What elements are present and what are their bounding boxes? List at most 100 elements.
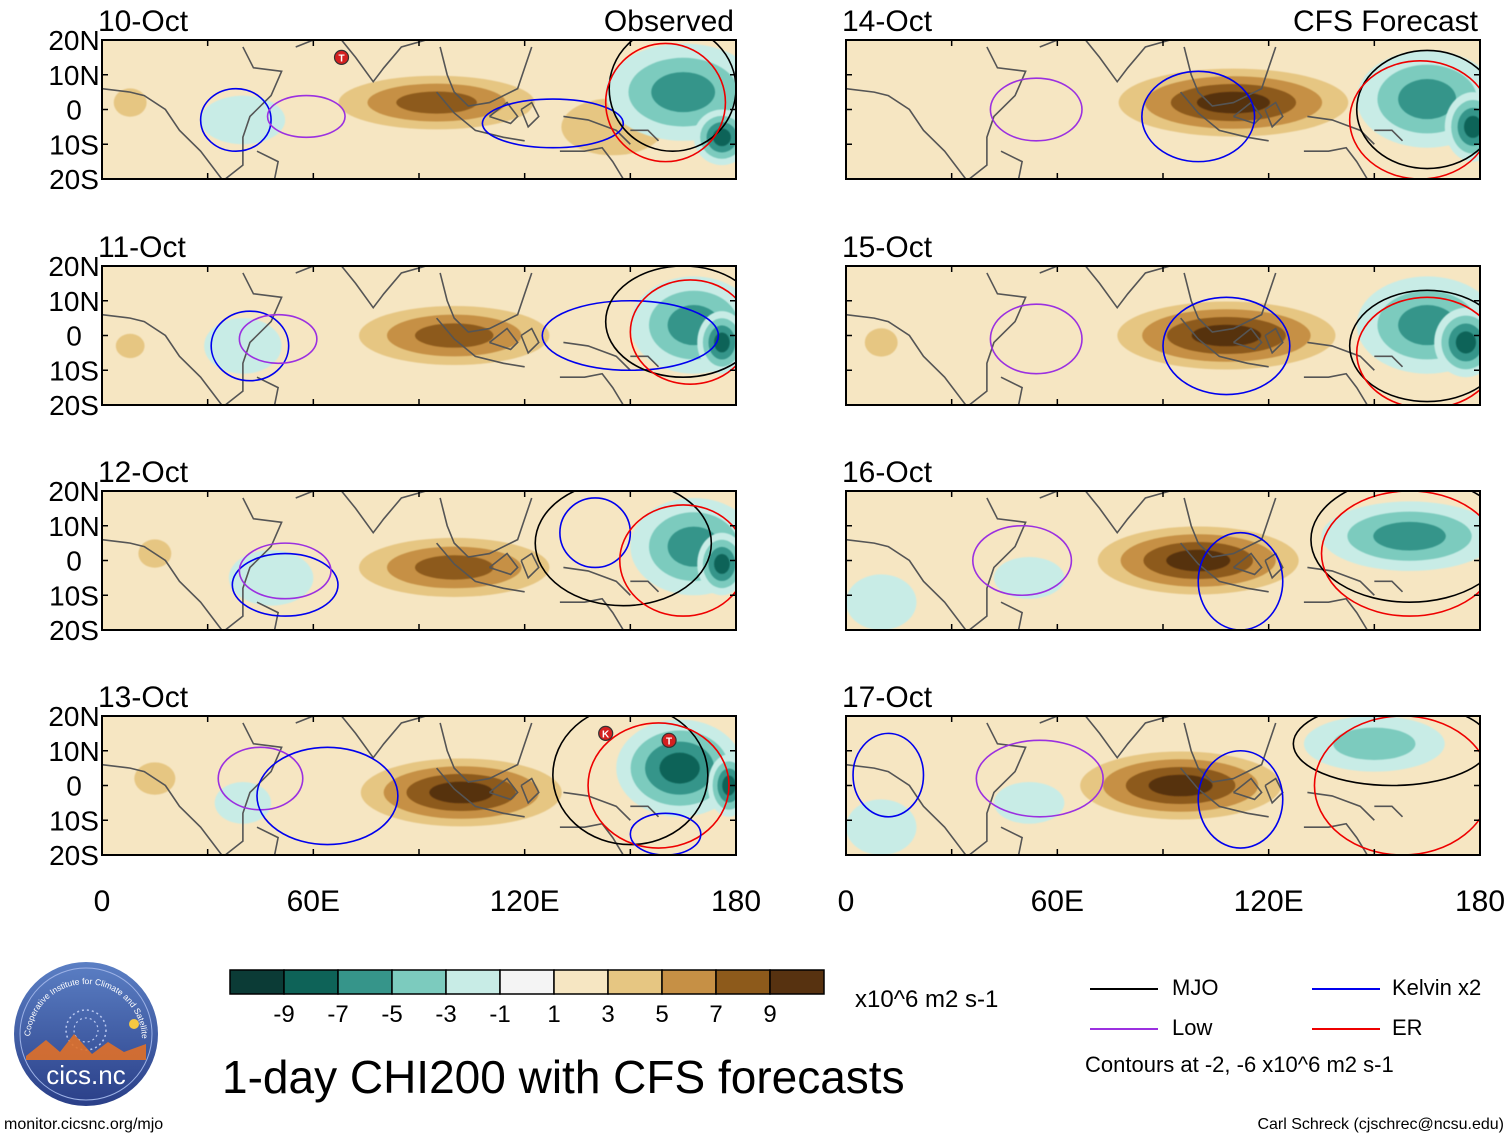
coastline [295, 716, 427, 760]
x-tick-label: 0 [94, 885, 111, 918]
y-tick-label: 20N [48, 476, 99, 507]
anomaly-band [659, 752, 700, 784]
coastline [1307, 566, 1375, 596]
y-tick-label: 10N [48, 286, 99, 317]
y-tick-label: 10S [49, 129, 99, 160]
coastline [563, 341, 631, 371]
anomaly-band [993, 557, 1065, 599]
panel-date-label: 10-Oct [98, 5, 189, 38]
colorbar-tick-label: -7 [327, 1001, 348, 1028]
storm-label: T [666, 736, 672, 747]
anomaly-band [1166, 549, 1231, 572]
coastline [102, 87, 223, 179]
colorbar-swatch [553, 969, 609, 995]
anomaly-band [204, 318, 282, 374]
coastline [968, 46, 1027, 179]
coastline [1039, 40, 1171, 84]
anomaly-band [414, 555, 494, 580]
observed-column-label: Observed [604, 5, 734, 38]
anomaly-band [200, 95, 286, 145]
anomaly-band [714, 554, 730, 574]
map-panel-16-Oct: 16-Oct [842, 456, 1481, 631]
chi200-field [102, 266, 736, 405]
x-tick-label: 120E [490, 885, 560, 918]
colorbar-tick-label: -9 [273, 1001, 294, 1028]
y-tick-label: 10N [48, 511, 99, 542]
colorbar-swatch [337, 969, 393, 995]
contour-er [1348, 60, 1480, 179]
coastline [439, 497, 533, 558]
contour-kelvin [231, 552, 339, 617]
contour-low [266, 94, 346, 139]
chi200-field [846, 716, 1480, 855]
y-tick-label: 10S [49, 805, 99, 836]
coastline [1303, 146, 1368, 179]
coastline [563, 115, 631, 145]
website-link[interactable]: monitor.cicsnc.org/mjo [4, 1116, 164, 1133]
coastline [1000, 601, 1024, 630]
colorbar-swatch [391, 969, 447, 995]
legend-label-er: ER [1392, 1015, 1423, 1040]
contour-kelvin [1162, 296, 1291, 396]
coastline [435, 542, 525, 593]
coastline [1039, 266, 1171, 310]
coastlines [102, 40, 660, 179]
contour-low [989, 303, 1083, 375]
y-tick-label: 10N [48, 60, 99, 91]
contour-kelvin [481, 98, 625, 149]
coastline [439, 722, 533, 783]
anomaly-band [1373, 521, 1446, 551]
logo-text: cics.nc [46, 1060, 125, 1090]
coastline [1264, 552, 1284, 580]
panel-date-label: 14-Oct [842, 5, 933, 38]
coastline [102, 763, 223, 855]
anomaly-band [864, 328, 898, 357]
coastline [295, 491, 427, 535]
contour-low [989, 77, 1083, 142]
storm-symbol-icon [661, 732, 677, 748]
coastline [1179, 542, 1269, 593]
colorbar-units: x10^6 m2 s-1 [855, 986, 999, 1013]
coastline [1307, 341, 1375, 371]
panel-date-label: 15-Oct [842, 231, 933, 264]
coastline [488, 552, 519, 576]
storm-marker: T [661, 732, 677, 748]
y-tick-label: 20N [48, 701, 99, 732]
coastline [256, 376, 280, 405]
coastline [102, 313, 223, 405]
anomaly-band [993, 782, 1065, 824]
colorbar-swatch [445, 969, 501, 995]
contour-kelvin [256, 746, 399, 846]
contour-kelvin [1141, 70, 1256, 163]
colorbar-tick-label: 5 [655, 1001, 668, 1028]
coastline [1303, 372, 1368, 405]
coastline [224, 46, 283, 179]
x-tick-label: 180 [711, 885, 761, 918]
coastlines [846, 266, 1404, 405]
coastline [559, 597, 624, 630]
map-panel-15-Oct: 15-Oct [842, 231, 1481, 406]
contour-er [618, 504, 736, 617]
colorbar-swatch [769, 969, 825, 995]
contour-low [971, 524, 1073, 597]
coastline [488, 777, 519, 801]
x-tick-label: 60E [1031, 885, 1084, 918]
coastlines [846, 491, 1404, 630]
coastline [968, 722, 1027, 855]
coastline [559, 146, 624, 179]
coastline [1232, 777, 1263, 801]
contour-kelvin [210, 310, 290, 382]
colorbar: -9 -7 -5 -3 -1 1 3 5 7 9 [229, 969, 825, 1028]
longitude-axes: 0 60E 120E 180 0 60E 120E 180 [94, 885, 1505, 918]
colorbar-swatch [715, 969, 771, 995]
coastline [559, 372, 624, 405]
y-tick-label: 0 [66, 771, 82, 802]
coastline [439, 46, 533, 107]
legend-lines [1090, 988, 1380, 1030]
contour-mjo [1292, 716, 1480, 787]
coastline [1000, 150, 1024, 179]
